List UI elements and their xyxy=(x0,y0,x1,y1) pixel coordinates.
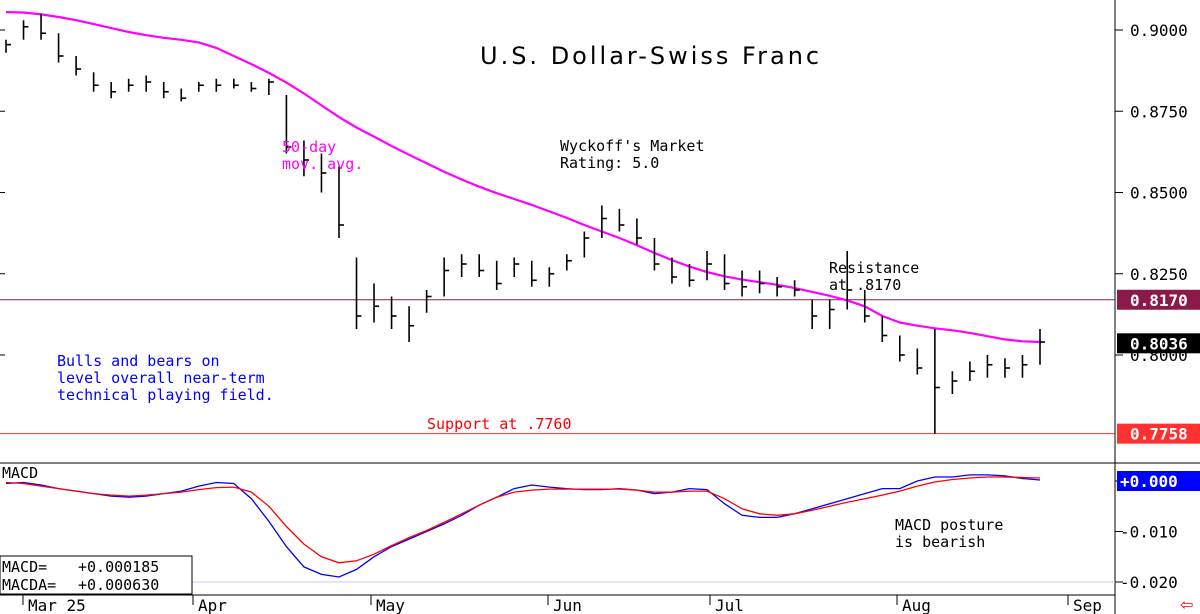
resistance-annotation-line2: at .8170 xyxy=(829,276,901,294)
month-label: Jul xyxy=(715,596,744,614)
support-badge xyxy=(1117,423,1200,444)
scroll-left-arrow-icon[interactable]: ⇦ xyxy=(1180,595,1193,614)
month-label: Aug xyxy=(902,596,931,614)
macd-value-label: MACD= xyxy=(2,558,47,576)
moving-average-group xyxy=(5,11,1041,344)
macd-series-macda xyxy=(5,476,1041,564)
macd-axis-ticks: +0.000 -0.010 -0.020 xyxy=(1115,471,1200,592)
price-bars-group xyxy=(5,13,1045,434)
macda-value: +0.000630 xyxy=(78,576,159,594)
macd-tick-label: -0.010 xyxy=(1120,523,1178,542)
resistance-badge xyxy=(1117,289,1200,310)
macd-panel-title: MACD xyxy=(2,464,38,482)
macd-value: +0.000185 xyxy=(78,558,159,576)
macd-series-macd xyxy=(5,474,1041,578)
month-label: Jun xyxy=(553,596,582,614)
last-badge-label: 0.8036 xyxy=(1130,334,1188,353)
last-badge xyxy=(1117,333,1200,354)
rating-annotation-line2: Rating: 5.0 xyxy=(560,154,659,172)
support-annotation: Support at .7760 xyxy=(427,415,572,433)
macd-current-badge xyxy=(1117,471,1200,491)
chart-title: U.S. Dollar-Swiss Franc xyxy=(480,42,822,70)
bulls-annotation-line2: level overall near-term xyxy=(57,369,265,387)
rating-annotation-line1: Wyckoff's Market xyxy=(560,137,705,155)
month-label: Sep xyxy=(1073,596,1102,614)
resistance-annotation-line1: Resistance xyxy=(829,259,919,277)
ma-50-day-line xyxy=(5,11,1041,344)
ma-annotation-line2: mov. avg. xyxy=(282,155,363,173)
macd-current-label: +0.000 xyxy=(1120,472,1178,491)
bulls-annotation-line3: technical playing field. xyxy=(57,386,274,404)
macd-value-box xyxy=(0,555,193,595)
bulls-annotation-line1: Bulls and bears on xyxy=(57,352,220,370)
ma-annotation-line1: 50-day xyxy=(282,138,336,156)
price-tick-label: 0.8750 xyxy=(1130,102,1188,121)
price-tick-label: 0.9000 xyxy=(1130,21,1188,40)
month-label: Apr xyxy=(198,596,227,614)
resistance-badge-label: 0.8170 xyxy=(1130,291,1188,310)
month-label: May xyxy=(376,596,405,614)
macd-lines-group xyxy=(5,474,1041,578)
price-level-badges: 0.8170 0.7758 0.8036 xyxy=(1117,289,1200,444)
macd-posture-line1: MACD posture xyxy=(895,516,1003,534)
macda-value-label: MACDA= xyxy=(2,576,56,594)
month-axis: Mar 25 Apr May Jun Jul Aug Sep xyxy=(22,595,1102,614)
support-badge-label: 0.7758 xyxy=(1130,425,1188,444)
macd-tick-label: -0.020 xyxy=(1120,573,1178,592)
horizontal-levels xyxy=(0,299,1115,435)
month-label: Mar 25 xyxy=(28,596,86,614)
macd-posture-line2: is bearish xyxy=(895,533,985,551)
price-tick-label: 0.8250 xyxy=(1130,265,1188,284)
price-tick-label: 0.8500 xyxy=(1130,184,1188,203)
